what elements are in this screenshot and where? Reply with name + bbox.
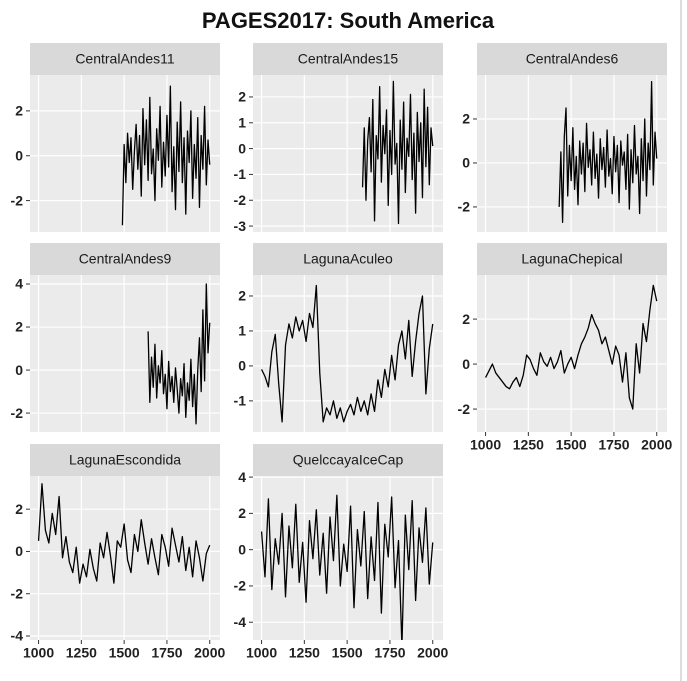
panel-background: [30, 476, 220, 640]
x-tick-label: 1250: [66, 645, 97, 661]
facet-panel: LagunaEscondida -4 -2 0 2 1000 1250 1500 1750 200…: [11, 444, 226, 661]
strip-label: QuelccayaIceCap: [293, 452, 404, 468]
series-group: [147, 283, 211, 425]
y-tick-label: 0: [15, 543, 23, 559]
x-tick-label: 1750: [151, 645, 182, 661]
y-tick-label: -1: [234, 166, 247, 182]
series-group: [37, 483, 211, 584]
y-tick-label: -2: [11, 192, 24, 208]
y-tick-label: -2: [234, 578, 247, 594]
x-tick-label: 1500: [109, 645, 140, 661]
y-tick-label: 0: [238, 358, 246, 374]
panel-background: [30, 275, 220, 432]
strip-background: [253, 43, 443, 75]
series-group: [260, 494, 434, 640]
y-tick-label: 2: [15, 501, 23, 517]
y-tick-label: -1: [234, 393, 247, 409]
x-tick-label: 1750: [374, 645, 405, 661]
x-tick-label: 1250: [289, 645, 320, 661]
y-tick-label: -2: [11, 585, 24, 601]
y-tick-label: 0: [238, 541, 246, 557]
series-line: [121, 85, 211, 226]
y-tick-label: -2: [458, 199, 471, 215]
strip-label: CentralAndes15: [298, 51, 399, 67]
y-tick-label: 4: [238, 469, 246, 485]
series-line: [484, 284, 658, 410]
facet-panel: CentralAndes11 -2 0 2: [11, 43, 220, 232]
y-tick-label: 1: [238, 323, 246, 339]
y-tick-label: 0: [15, 147, 23, 163]
strip-label: CentralAndes6: [526, 51, 619, 67]
y-tick-label: 0: [462, 155, 470, 171]
figure-title: PAGES2017: South America: [202, 8, 495, 33]
y-tick-label: -2: [458, 401, 471, 417]
series-group: [260, 284, 434, 423]
strip-background: [477, 243, 667, 275]
x-tick-label: 2000: [417, 645, 448, 661]
series-line: [37, 483, 211, 584]
y-tick-label: 0: [462, 356, 470, 372]
facet-panel: CentralAndes15 -3 -2 -1 0 1 2: [234, 43, 443, 234]
y-tick-label: 4: [15, 276, 23, 292]
series-line: [260, 494, 434, 640]
series-group: [558, 80, 658, 223]
series-line: [147, 283, 211, 425]
y-tick-label: -2: [11, 405, 24, 421]
y-tick-label: 2: [238, 89, 246, 105]
facet-panel: LagunaChepical -2 0 2 1000 1250 1500 1750 2000: [458, 243, 673, 453]
panel-background: [477, 275, 667, 432]
strip-background: [253, 444, 443, 476]
strip-background: [30, 43, 220, 75]
series-group: [484, 284, 658, 410]
y-tick-label: -2: [234, 192, 247, 208]
y-tick-label: -4: [234, 614, 247, 630]
y-tick-label: 0: [238, 140, 246, 156]
x-tick-label: 1500: [332, 645, 363, 661]
x-tick-label: 1000: [470, 437, 501, 453]
strip-label: LagunaAculeo: [303, 251, 393, 267]
y-tick-label: -3: [234, 218, 247, 234]
x-tick-label: 1000: [246, 645, 277, 661]
facet-panel: CentralAndes6 -2 0 2: [458, 43, 667, 232]
strip-label: CentralAndes11: [75, 51, 175, 67]
series-group: [121, 85, 211, 226]
y-tick-label: 2: [238, 505, 246, 521]
series-group: [361, 80, 434, 225]
x-tick-label: 1500: [556, 437, 587, 453]
y-tick-label: 2: [462, 311, 470, 327]
y-tick-label: 2: [15, 103, 23, 119]
strip-background: [253, 243, 443, 275]
strip-label: CentralAndes9: [79, 251, 172, 267]
x-tick-label: 1000: [23, 645, 54, 661]
strip-background: [30, 444, 220, 476]
facet-panel: LagunaAculeo -1 0 1 2: [234, 243, 443, 432]
series-line: [260, 284, 434, 423]
strip-background: [477, 43, 667, 75]
series-line: [558, 80, 658, 223]
y-tick-label: 2: [238, 288, 246, 304]
facet-panel: CentralAndes9 -2 0 2 4: [11, 243, 220, 432]
y-tick-label: 2: [462, 111, 470, 127]
x-tick-label: 1250: [513, 437, 544, 453]
strip-background: [30, 243, 220, 275]
y-tick-label: -4: [11, 628, 24, 644]
strip-label: LagunaChepical: [521, 251, 622, 267]
x-tick-label: 2000: [194, 645, 225, 661]
facet-panel: QuelccayaIceCap -4 -2 0 2 4 1000 1250 1500 1750 20…: [234, 444, 449, 661]
x-tick-label: 1750: [598, 437, 629, 453]
strip-label: LagunaEscondida: [69, 452, 181, 468]
series-line: [361, 80, 434, 225]
y-tick-label: 2: [15, 319, 23, 335]
y-tick-label: 0: [15, 362, 23, 378]
x-tick-label: 2000: [641, 437, 672, 453]
y-tick-label: 1: [238, 114, 246, 130]
